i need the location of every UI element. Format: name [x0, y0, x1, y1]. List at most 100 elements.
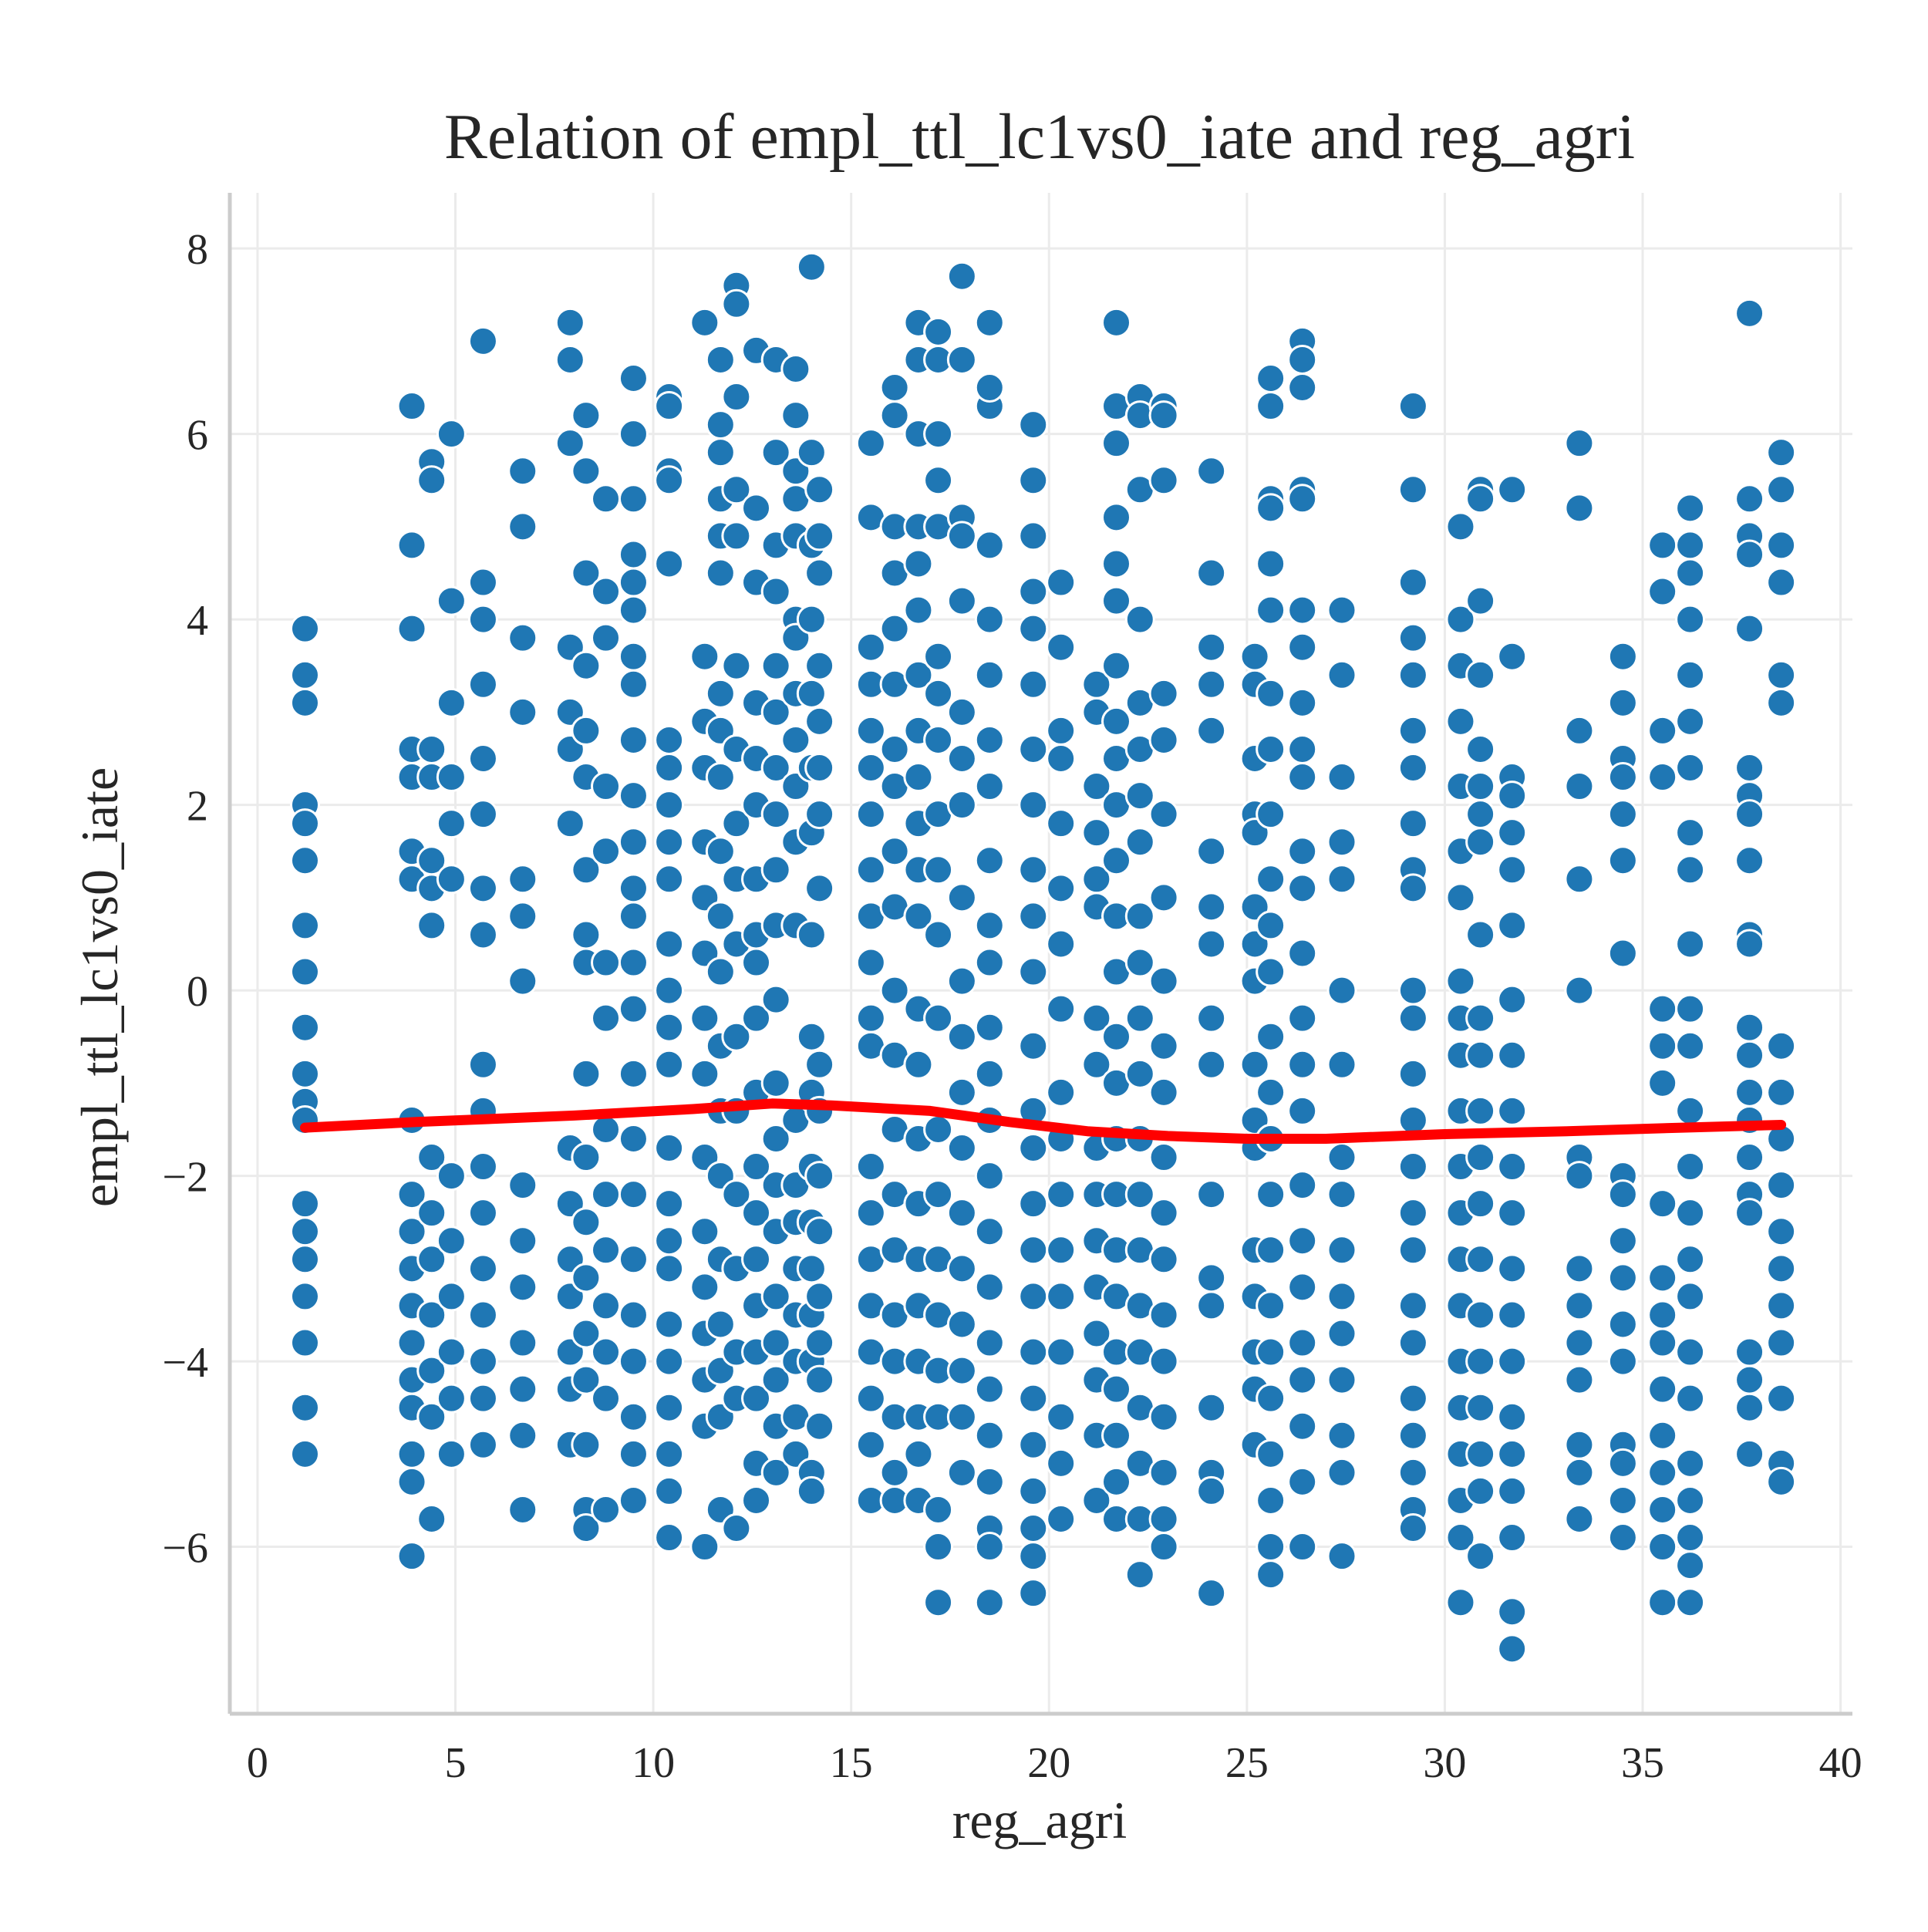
data-point [290, 1392, 321, 1423]
data-point [1397, 873, 1428, 904]
data-point [1564, 493, 1595, 524]
data-point [1018, 956, 1049, 987]
data-point [796, 1253, 827, 1284]
data-point [741, 1485, 772, 1516]
data-point [618, 1485, 649, 1516]
data-point [507, 511, 538, 542]
data-point [796, 251, 827, 282]
data-point [903, 762, 934, 793]
data-point [1287, 1466, 1318, 1497]
data-point [1326, 1420, 1357, 1451]
data-point [396, 1179, 427, 1210]
data-point [1287, 836, 1318, 867]
data-point [654, 1475, 685, 1506]
data-point [290, 910, 321, 941]
data-point [290, 1189, 321, 1219]
x-tick-label: 20 [1027, 1739, 1070, 1787]
data-point [804, 1364, 835, 1395]
scatter-points [290, 251, 1797, 1664]
data-point [1607, 938, 1638, 969]
data-point [1196, 892, 1227, 922]
data-point [1326, 1318, 1357, 1349]
data-point [1465, 1438, 1496, 1469]
data-point [618, 873, 649, 904]
data-point [1256, 1337, 1286, 1367]
data-point [855, 1003, 886, 1033]
data-point [1564, 428, 1595, 459]
data-point [507, 456, 538, 487]
data-point [1018, 733, 1049, 764]
data-point [796, 437, 827, 468]
data-point [1734, 1198, 1765, 1229]
data-point [721, 1021, 752, 1052]
data-point [1287, 484, 1318, 514]
data-point [436, 1337, 467, 1367]
data-point [1497, 1597, 1528, 1627]
data-point [1101, 1420, 1132, 1451]
data-point [1465, 659, 1496, 690]
data-point [1018, 410, 1049, 440]
data-point [1675, 706, 1706, 737]
data-point [1124, 1058, 1155, 1089]
data-point [436, 1281, 467, 1312]
data-point [879, 613, 910, 644]
data-point [1196, 1049, 1227, 1080]
data-point [618, 1438, 649, 1469]
y-tick-label: 0 [187, 968, 208, 1016]
data-point [1397, 1198, 1428, 1229]
data-point [804, 873, 835, 904]
data-point [1196, 715, 1227, 746]
data-point [946, 585, 977, 616]
data-point [1497, 818, 1528, 848]
data-point [1326, 1281, 1357, 1312]
data-point [618, 724, 649, 755]
data-point [1148, 678, 1179, 709]
chart-title: Relation of empl_ttl_lc1vs0_iate and reg… [444, 101, 1635, 173]
data-point [1734, 1142, 1765, 1173]
data-point [436, 1226, 467, 1256]
data-point [1081, 1318, 1112, 1349]
data-point [571, 1429, 602, 1460]
data-point [1647, 1494, 1678, 1525]
trend-line [300, 1098, 1787, 1144]
data-point [654, 1012, 685, 1043]
data-point [1497, 1401, 1528, 1432]
data-point [1465, 771, 1496, 802]
data-point [1101, 428, 1132, 459]
data-point [1564, 1429, 1595, 1460]
data-point [1081, 1049, 1112, 1080]
x-tick-label: 30 [1423, 1739, 1466, 1787]
data-point [1326, 659, 1357, 690]
data-point [946, 743, 977, 774]
data-point [1607, 1263, 1638, 1293]
data-point [571, 1513, 602, 1544]
data-point [1675, 993, 1706, 1024]
data-point [721, 808, 752, 839]
y-tick-label: 4 [187, 597, 208, 645]
y-tick-label: −2 [162, 1154, 208, 1202]
data-point [1148, 400, 1179, 431]
data-point [855, 1198, 886, 1229]
data-point [974, 1216, 1005, 1247]
data-point [1196, 929, 1227, 959]
data-point [591, 1235, 622, 1266]
data-point [946, 344, 977, 375]
data-point [1018, 855, 1049, 885]
data-point [396, 391, 427, 422]
data-point [705, 678, 736, 709]
data-point [974, 947, 1005, 978]
data-point [855, 428, 886, 459]
data-point [571, 456, 602, 487]
data-point [705, 410, 736, 440]
data-point [1445, 1522, 1476, 1553]
data-point [1734, 1364, 1765, 1395]
data-point [1647, 1030, 1678, 1061]
data-point [618, 781, 649, 811]
data-point [1101, 548, 1132, 579]
data-point [1497, 1151, 1528, 1182]
data-point [1734, 929, 1765, 959]
data-point [1101, 706, 1132, 737]
data-point [1101, 585, 1132, 616]
data-point [290, 659, 321, 690]
data-point [571, 1263, 602, 1293]
